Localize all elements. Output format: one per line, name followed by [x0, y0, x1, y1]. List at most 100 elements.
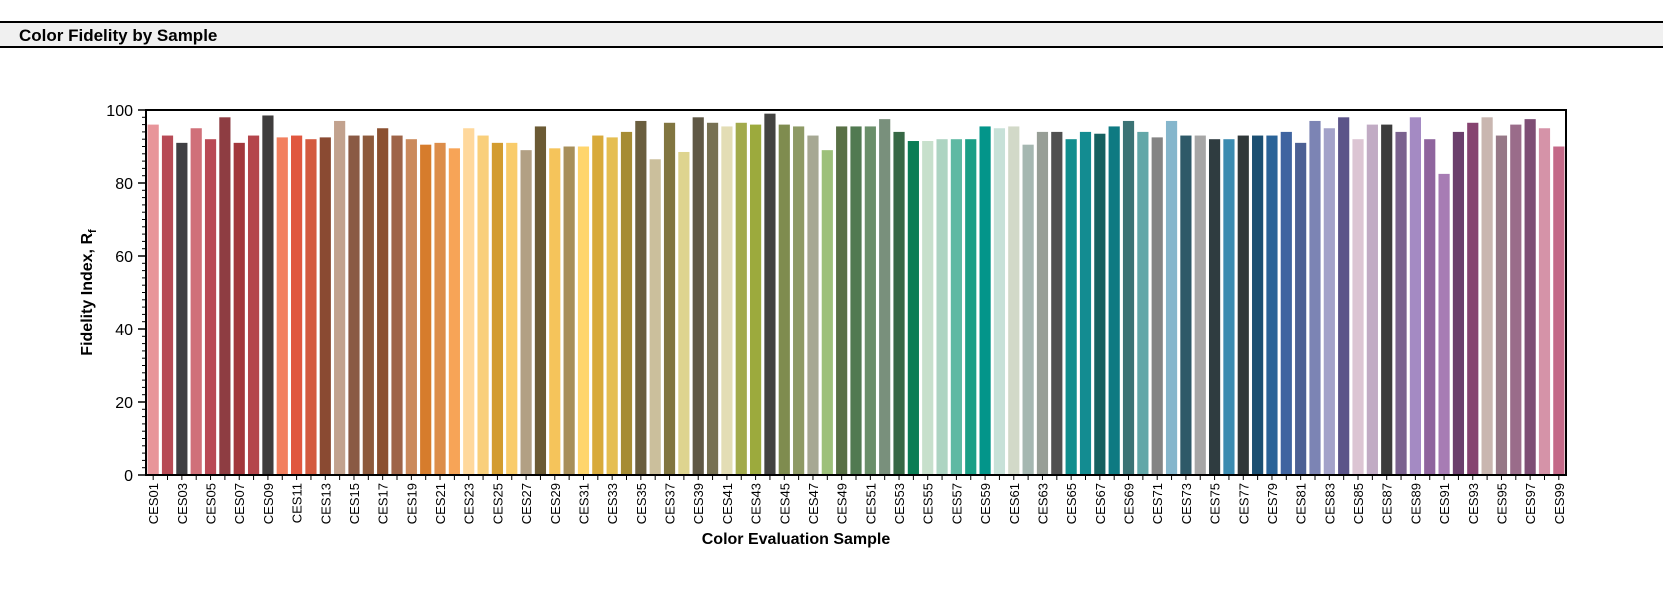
bar-CES55 — [922, 141, 934, 475]
x-tick-label-CES87: CES87 — [1380, 483, 1395, 524]
x-tick-label-CES89: CES89 — [1408, 483, 1423, 524]
bar-CES57 — [950, 139, 962, 475]
x-tick-label-CES37: CES37 — [663, 483, 678, 524]
bar-CES17 — [377, 128, 389, 475]
bar-CES61 — [1008, 126, 1020, 476]
x-tick-label-CES93: CES93 — [1466, 483, 1481, 524]
x-tick-label-CES29: CES29 — [548, 483, 563, 524]
x-tick-label-CES75: CES75 — [1208, 483, 1223, 524]
x-tick-label-CES33: CES33 — [605, 483, 620, 524]
bar-CES24 — [477, 135, 489, 476]
bar-CES47 — [807, 135, 819, 476]
bar-CES02 — [161, 135, 174, 476]
x-tick-label-CES43: CES43 — [749, 483, 764, 524]
bar-CES90 — [1424, 139, 1436, 475]
x-tick-label-CES57: CES57 — [949, 483, 964, 524]
bar-CES32 — [592, 135, 604, 476]
x-tick-label-CES09: CES09 — [261, 483, 276, 524]
x-tick-label-CES99: CES99 — [1552, 483, 1567, 524]
bar-CES80 — [1280, 131, 1292, 475]
x-tick-label-CES01: CES01 — [146, 483, 161, 524]
bar-CES95 — [1495, 135, 1508, 476]
bar-CES91 — [1438, 173, 1450, 476]
bar-CES69 — [1122, 120, 1135, 475]
x-tick-label-CES11: CES11 — [290, 483, 305, 523]
x-tick-label-CES13: CES13 — [318, 483, 333, 524]
bar-CES75 — [1208, 139, 1221, 475]
bar-CES05 — [204, 139, 217, 475]
x-tick-label-CES67: CES67 — [1093, 483, 1108, 524]
bar-CES63 — [1036, 131, 1049, 475]
bar-CES52 — [879, 119, 891, 476]
bar-CES51 — [864, 126, 876, 476]
bar-CES38 — [678, 151, 690, 476]
bar-CES28 — [534, 126, 547, 476]
bar-CES65 — [1065, 139, 1077, 475]
y-tick-label: 20 — [115, 395, 133, 412]
bar-CES42 — [735, 122, 747, 475]
x-tick-label-CES15: CES15 — [347, 483, 362, 524]
bar-CES43 — [750, 124, 762, 475]
bar-CES71 — [1151, 137, 1163, 476]
bar-CES89 — [1409, 117, 1421, 476]
x-tick-label-CES21: CES21 — [433, 483, 448, 524]
x-tick-label-CES95: CES95 — [1494, 483, 1509, 524]
bar-CES84 — [1338, 117, 1350, 476]
bar-CES31 — [577, 146, 590, 475]
x-axis-ticks: CES01 CES03 CES05 CES07 CES09 CES11 CES13 CES15… — [146, 475, 1567, 524]
bar-CES59 — [979, 126, 991, 476]
bar-CES27 — [520, 150, 532, 475]
x-axis-label: Color Evaluation Sample — [702, 531, 891, 548]
bar-CES40 — [706, 122, 719, 475]
x-tick-label-CES83: CES83 — [1322, 483, 1337, 524]
bars — [147, 113, 1565, 476]
bar-CES10 — [276, 137, 288, 476]
x-tick-label-CES77: CES77 — [1236, 483, 1251, 524]
bar-CES35 — [635, 120, 647, 475]
y-axis-label-main: Fidelity Index, R — [79, 233, 96, 356]
bar-CES94 — [1481, 117, 1493, 476]
y-axis-label: Fidelity Index, Rf — [79, 229, 99, 356]
x-tick-label-CES73: CES73 — [1179, 483, 1194, 524]
bar-CES39 — [692, 117, 704, 476]
bar-CES99 — [1553, 146, 1565, 475]
bar-CES49 — [836, 126, 848, 476]
bar-CES16 — [362, 135, 374, 476]
bar-CES07 — [233, 142, 245, 475]
bar-CES36 — [649, 159, 661, 475]
x-tick-label-CES39: CES39 — [691, 483, 706, 524]
bar-CES06 — [219, 117, 231, 476]
bar-CES86 — [1366, 124, 1378, 475]
bar-CES56 — [936, 139, 948, 475]
panel-title-bar: Color Fidelity by Sample — [0, 21, 1663, 48]
bar-CES77 — [1237, 135, 1249, 476]
x-tick-label-CES27: CES27 — [519, 483, 534, 524]
bar-CES53 — [893, 131, 905, 475]
x-tick-label-CES03: CES03 — [175, 483, 190, 524]
bar-CES03 — [176, 142, 188, 475]
bar-CES85 — [1352, 139, 1364, 475]
bar-CES48 — [821, 150, 833, 475]
bar-CES22 — [448, 148, 460, 475]
x-tick-label-CES53: CES53 — [892, 483, 907, 524]
y-axis-label-subscript: f — [87, 229, 99, 233]
x-tick-label-CES69: CES69 — [1122, 483, 1137, 524]
x-tick-label-CES35: CES35 — [634, 483, 649, 524]
x-tick-label-CES23: CES23 — [462, 483, 477, 524]
x-tick-label-CES55: CES55 — [921, 483, 936, 524]
x-tick-label-CES91: CES91 — [1437, 483, 1452, 524]
bar-CES54 — [907, 141, 919, 475]
bar-CES15 — [348, 135, 360, 476]
y-tick-label: 100 — [106, 103, 133, 120]
x-tick-label-CES61: CES61 — [1007, 483, 1022, 524]
x-tick-label-CES45: CES45 — [777, 483, 792, 524]
x-tick-label-CES51: CES51 — [863, 483, 878, 524]
bar-CES45 — [778, 124, 790, 475]
x-tick-label-CES81: CES81 — [1294, 483, 1309, 524]
bar-CES93 — [1467, 122, 1479, 475]
x-tick-label-CES49: CES49 — [835, 483, 850, 524]
bar-CES79 — [1266, 135, 1278, 476]
bar-CES18 — [391, 135, 403, 476]
x-tick-label-CES25: CES25 — [490, 483, 505, 524]
